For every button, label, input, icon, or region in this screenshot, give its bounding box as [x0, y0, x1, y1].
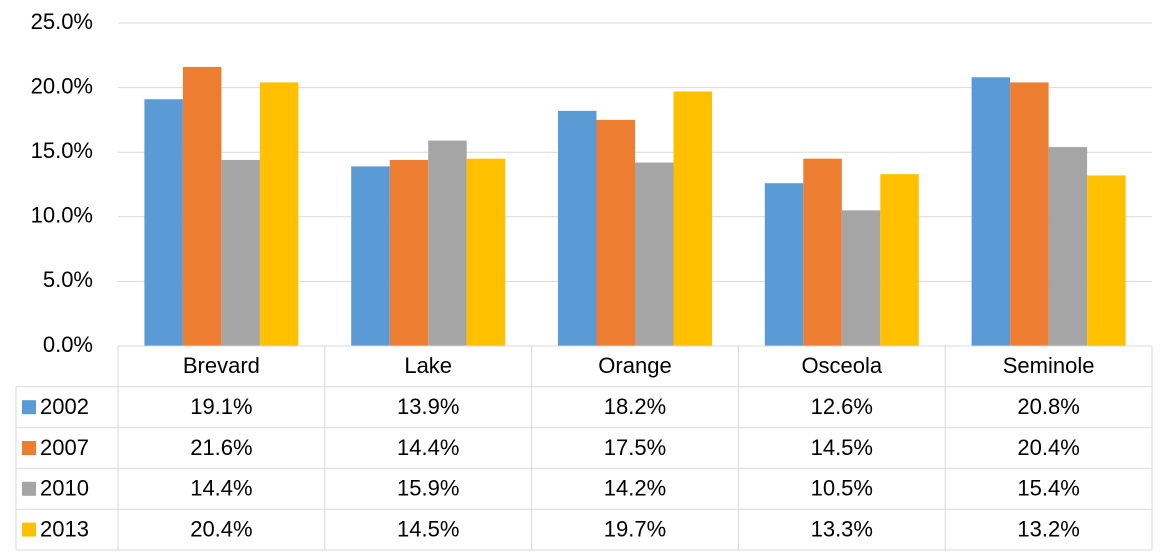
table-cell: 21.6%: [190, 435, 252, 460]
table-cell: 13.9%: [397, 394, 459, 419]
table-cell: 14.4%: [397, 435, 459, 460]
table-cell: 15.9%: [397, 476, 459, 501]
bar: [1048, 147, 1088, 346]
bar: [558, 110, 597, 346]
legend-swatch: [22, 481, 36, 496]
table-cell: 13.2%: [1017, 516, 1079, 541]
x-tick-label: Orange: [598, 353, 671, 378]
y-tick-label: 5.0%: [43, 267, 93, 292]
x-tick-label: Brevard: [183, 353, 260, 378]
bar: [635, 162, 674, 346]
bar: [971, 77, 1011, 346]
table-cell: 17.5%: [604, 435, 666, 460]
table-cell: 12.6%: [811, 394, 873, 419]
x-tick-label: Lake: [404, 353, 452, 378]
table-cell: 14.5%: [811, 435, 873, 460]
table-cell: 18.2%: [604, 394, 666, 419]
table-cell: 15.4%: [1017, 476, 1079, 501]
table-cell: 14.2%: [604, 476, 666, 501]
bar: [596, 119, 635, 347]
bar: [182, 66, 222, 346]
bar: [1010, 82, 1049, 346]
y-tick-label: 20.0%: [31, 73, 93, 98]
bar: [764, 183, 804, 346]
y-tick-label: 15.0%: [31, 138, 93, 163]
legend-label: 2007: [40, 435, 89, 460]
table-cell: 19.7%: [604, 516, 666, 541]
table-cell: 14.5%: [397, 516, 459, 541]
bar: [259, 82, 299, 346]
legend-swatch: [22, 400, 36, 415]
table-cell: 14.4%: [190, 476, 252, 501]
bar: [841, 210, 881, 346]
bar: [466, 158, 506, 346]
y-tick-label: 25.0%: [31, 9, 93, 34]
table-cell: 20.4%: [190, 516, 252, 541]
bar: [389, 159, 429, 346]
table-cell: 20.8%: [1017, 394, 1079, 419]
y-tick-label: 10.0%: [31, 203, 93, 228]
legend-swatch: [22, 522, 36, 537]
legend-label: 2010: [40, 476, 89, 501]
table-cell: 20.4%: [1017, 435, 1079, 460]
bar: [428, 140, 467, 346]
legend-swatch: [22, 441, 36, 455]
bar: [673, 91, 712, 346]
bar: [144, 99, 183, 346]
table-cell: 10.5%: [811, 476, 873, 501]
y-tick-label: 0.0%: [43, 332, 93, 357]
legend-label: 2002: [40, 394, 89, 419]
table-cell: 13.3%: [811, 516, 873, 541]
x-tick-label: Osceola: [801, 353, 882, 378]
table-cell: 19.1%: [190, 394, 252, 419]
legend-label: 2013: [40, 516, 89, 541]
bar: [221, 159, 260, 346]
bar: [351, 166, 390, 346]
bar: [803, 158, 842, 346]
bar: [880, 174, 919, 346]
x-tick-label: Seminole: [1003, 353, 1095, 378]
bar: [1087, 175, 1126, 346]
